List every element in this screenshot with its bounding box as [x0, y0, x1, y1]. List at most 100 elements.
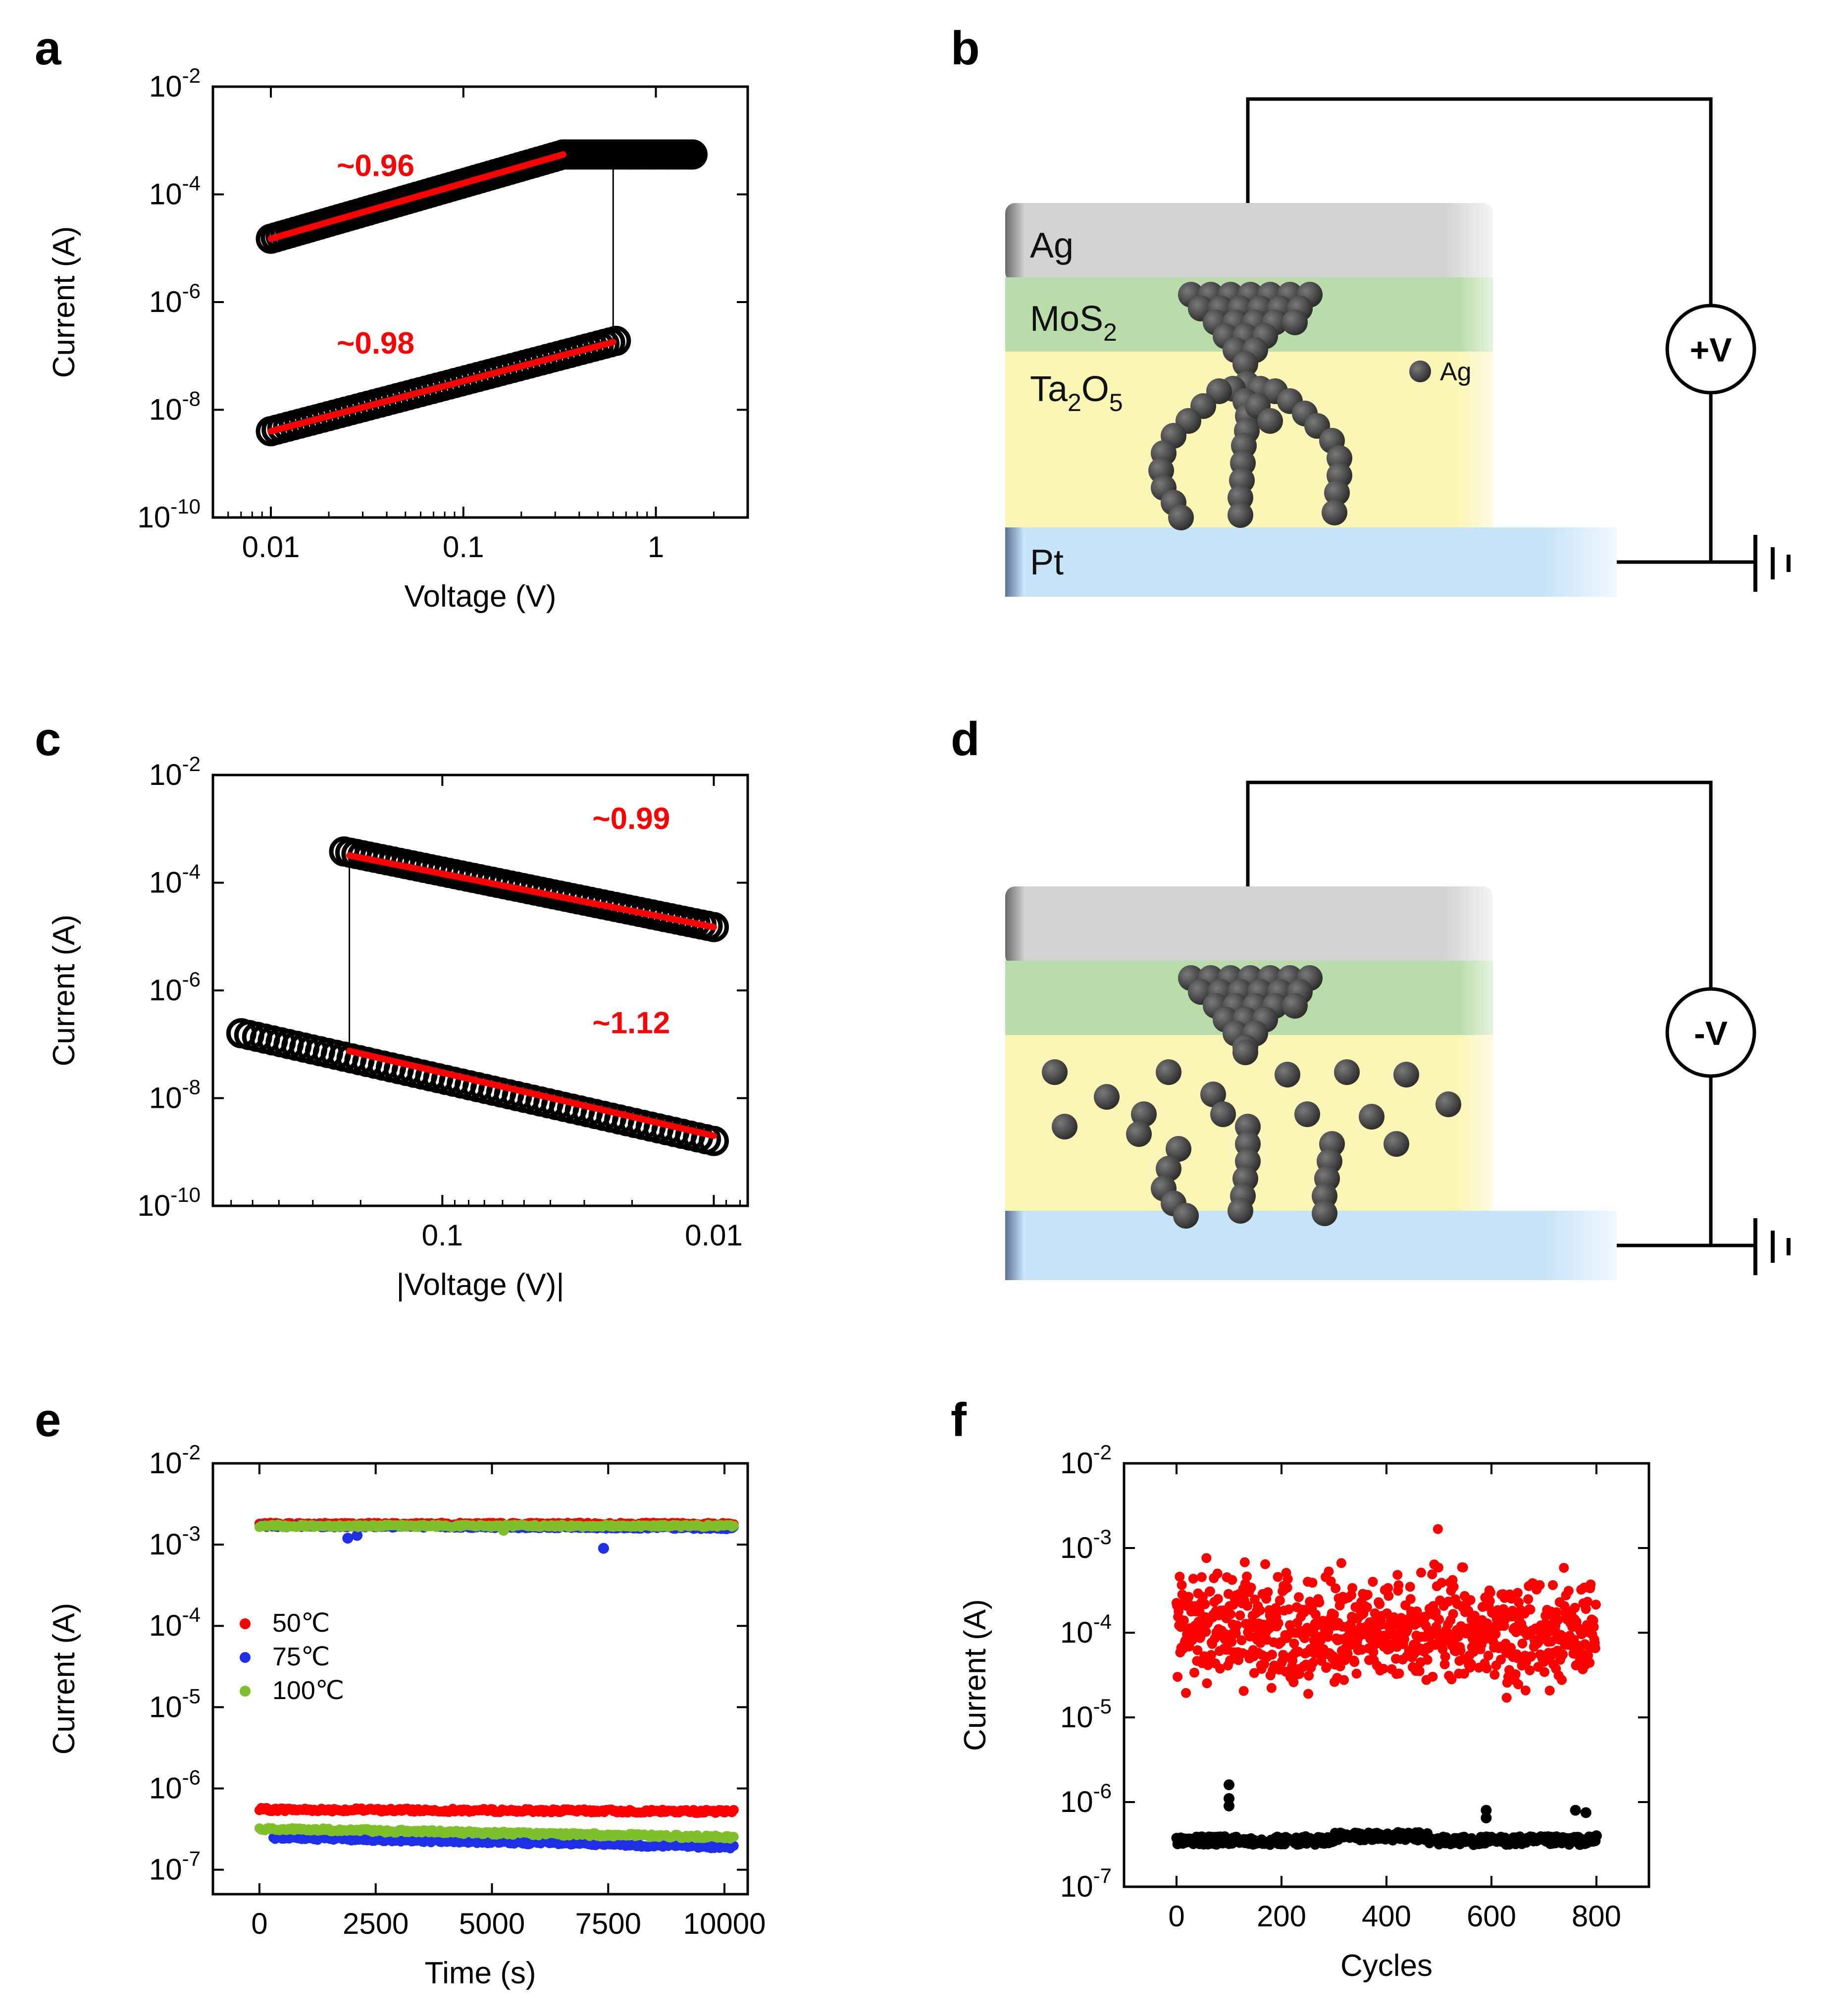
data-point: [1213, 1594, 1223, 1604]
data-point: [1283, 1604, 1294, 1614]
plot-frame: [1123, 1462, 1650, 1888]
ag-atom: [1228, 1198, 1253, 1224]
data-point: [1242, 1571, 1252, 1582]
data-point: [1570, 1602, 1580, 1613]
data-point: [728, 1832, 739, 1842]
data-point: [1282, 1574, 1293, 1584]
data-point: [1187, 1635, 1197, 1646]
fit-line: [346, 1047, 718, 1139]
data-point: [601, 325, 631, 356]
slope-label: ~1.12: [592, 1006, 670, 1040]
pt-electrode-d: [1005, 1211, 1617, 1280]
data-point: [1196, 1572, 1207, 1582]
data-point: [1586, 1579, 1596, 1590]
y-tick-label: 10-5: [1060, 1695, 1112, 1734]
data-point: [1273, 1572, 1283, 1582]
panel-letter-e: e: [35, 1394, 61, 1447]
ag-atom: [1094, 1084, 1120, 1110]
ag-atom: [1156, 1059, 1181, 1085]
data-point: [1224, 1800, 1234, 1811]
data-point: [728, 1521, 739, 1531]
chart-c: 0.1 0.01 10-10 10-8 10-6 10-4 10-2 |Voltage (V)…: [47, 752, 749, 1302]
data-point: [1183, 1592, 1194, 1602]
data-point: [699, 1126, 729, 1156]
data-point: [1489, 1669, 1500, 1680]
data-point: [1289, 1638, 1299, 1649]
data-point: [1448, 1609, 1458, 1619]
x-tick-label: 10000: [683, 1907, 766, 1940]
data-point: [1206, 1650, 1216, 1660]
x-tick-label: 0.01: [685, 1219, 743, 1252]
ag-atom: [1257, 408, 1283, 434]
data-point: [1173, 1672, 1183, 1682]
ag-atom: [1324, 480, 1350, 506]
data-point: [1458, 1562, 1468, 1573]
ag-atom: [1232, 351, 1258, 377]
data-point: [1230, 1628, 1241, 1639]
ground-icon-d: [1753, 1218, 1791, 1275]
data-point: [1570, 1805, 1581, 1816]
ag-atom: [1384, 1131, 1409, 1157]
data-point: [1517, 1638, 1528, 1649]
x-tick-label: 0.01: [242, 530, 300, 564]
y-tick-label: 10-6: [149, 968, 201, 1007]
ag-electrode: [1005, 203, 1493, 282]
ag-atom: [1228, 502, 1253, 528]
data-point: [1238, 1686, 1249, 1696]
chart-e: 0 2500 5000 7500 10000 10-7 10-6 10-5 10-4 10-3 10…: [47, 1441, 766, 1990]
data-point: [1362, 1602, 1372, 1612]
data-point: [1303, 1689, 1314, 1699]
data-point: [1383, 1583, 1393, 1593]
x-tick-label: 800: [1572, 1900, 1621, 1933]
data-point: [1307, 1578, 1318, 1588]
bottom-wire: [1617, 393, 1755, 564]
data-point: [1563, 1586, 1574, 1596]
ag-atom: [1275, 1062, 1300, 1087]
fit-line: [267, 151, 566, 242]
y-axis-title: Current (A): [47, 1603, 81, 1755]
data-point: [1260, 1559, 1271, 1569]
layer-label-mos2: MoS2: [1030, 299, 1117, 346]
x-tick-label: 200: [1257, 1900, 1306, 1933]
legend-ag-label: Ag: [1440, 358, 1472, 386]
data-point: [1506, 1643, 1516, 1653]
ag-atom: [1312, 1200, 1337, 1226]
y-tick-label: 10-10: [138, 1183, 201, 1222]
data-point: [1446, 1674, 1457, 1685]
data-point: [1501, 1693, 1512, 1703]
data-point: [1177, 1580, 1187, 1590]
ag-atom: [1322, 500, 1347, 525]
layer-label-ag: Ag: [1030, 226, 1074, 265]
y-tick-label: 10-2: [1060, 1441, 1112, 1480]
data-point: [598, 1543, 609, 1554]
data-point: [1288, 1677, 1299, 1688]
pt-electrode: [1005, 527, 1617, 597]
layer-label-ta2o5: Ta2O5: [1030, 369, 1123, 416]
data-point: [1174, 1606, 1184, 1616]
data-point: [1414, 1666, 1425, 1676]
data-point: [1314, 1597, 1325, 1607]
data-point: [1520, 1685, 1531, 1696]
ag-atom: [1232, 1039, 1258, 1065]
data-point: [1557, 1675, 1567, 1685]
legend-label: 50℃: [272, 1609, 330, 1638]
ag-atom: [1359, 1104, 1384, 1130]
y-tick-label: 10-7: [1060, 1864, 1112, 1903]
slope-label: ~0.96: [337, 149, 414, 183]
data-point: [1200, 1599, 1210, 1609]
data-point: [1466, 1658, 1476, 1669]
y-tick-label: 10-4: [149, 172, 201, 211]
data-point: [1510, 1669, 1521, 1679]
panel-letter-b: b: [951, 22, 980, 75]
data-point: [1553, 1615, 1563, 1625]
y-tick-label: 10-3: [149, 1522, 201, 1561]
y-axis-title: Current (A): [47, 226, 81, 378]
data-point: [1329, 1609, 1339, 1620]
data-point: [1485, 1587, 1495, 1598]
data-point: [1525, 1604, 1536, 1615]
ag-atom: [1200, 1082, 1226, 1107]
y-tick-label: 10-4: [1060, 1610, 1112, 1649]
data-point: [498, 1525, 509, 1536]
filament-d: [1042, 965, 1461, 1229]
